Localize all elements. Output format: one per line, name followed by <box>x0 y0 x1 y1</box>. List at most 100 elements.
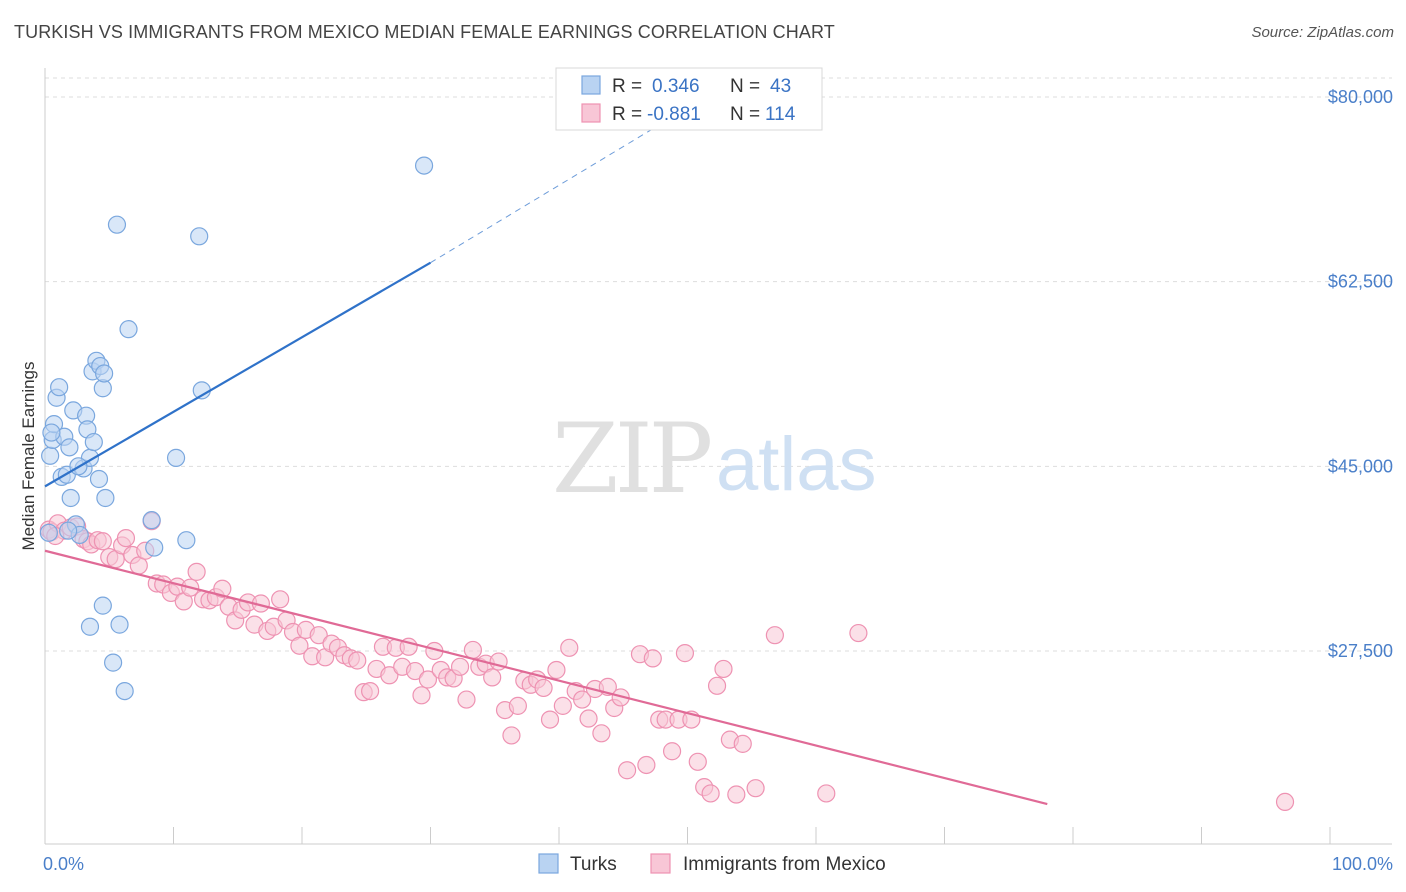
turks-point <box>145 538 164 557</box>
turks-point <box>104 653 123 672</box>
mexico-point <box>508 696 527 715</box>
mexico-point <box>290 636 309 655</box>
mexico-point <box>637 755 656 775</box>
source-credit: Source: ZipAtlas.com <box>1251 24 1394 41</box>
mexico-point <box>733 734 752 753</box>
mexico-point <box>579 709 598 728</box>
mexico-point <box>534 678 553 698</box>
x-axis-ticks <box>173 827 1331 844</box>
legend-n-value-turks: 43 <box>770 76 791 97</box>
mexico-point <box>688 752 707 771</box>
trend-line-mexico <box>44 549 1048 806</box>
turks-point <box>60 438 79 457</box>
y-axis-label: Median Female Earnings <box>19 362 38 551</box>
turks-point <box>93 596 112 615</box>
series-legend-label-mexico: Immigrants from Mexico <box>683 854 886 875</box>
mexico-point <box>618 761 637 780</box>
mexico-point <box>361 681 380 701</box>
legend-n-label-mexico: N = <box>730 104 760 125</box>
mexico-point <box>592 724 611 743</box>
legend-r-value-mexico: -0.881 <box>647 104 701 125</box>
watermark-atlas: atlas <box>716 422 877 507</box>
x-tick-label-min: 0.0% <box>43 854 84 874</box>
turks-point <box>80 617 100 636</box>
x-tick-label-max: 100.0% <box>1332 854 1393 874</box>
turks-point <box>59 521 78 540</box>
legend-r-value-turks: 0.346 <box>652 76 700 97</box>
turks-point <box>142 511 161 530</box>
mexico-point <box>560 638 579 657</box>
mexico-point <box>707 676 727 695</box>
y-tick-label: $27,500 <box>1328 641 1393 661</box>
mexico-point <box>348 651 367 670</box>
mexico-point <box>187 562 206 581</box>
mexico-point <box>727 785 746 804</box>
mexico-point <box>483 668 502 687</box>
mexico-point <box>457 690 476 709</box>
mexico-point <box>271 590 290 609</box>
series-legend: Turks Immigrants from Mexico <box>538 853 886 875</box>
mexico-point <box>380 666 399 685</box>
turks-point <box>50 378 69 397</box>
trend-line-turks-extension <box>430 122 663 264</box>
turks-point <box>166 448 186 467</box>
mexico-point <box>405 661 425 681</box>
turks-point <box>61 488 80 508</box>
series-turks-points <box>39 156 434 701</box>
mexico-point <box>213 579 232 598</box>
watermark-zip: ZIP <box>552 403 711 515</box>
mexico-point <box>309 626 328 645</box>
mexico-point <box>553 696 572 715</box>
legend-swatch-turks <box>581 75 601 95</box>
turks-point <box>177 531 196 550</box>
series-legend-label-turks: Turks <box>570 854 617 875</box>
mexico-point <box>849 623 868 643</box>
turks-point <box>414 156 434 175</box>
legend-swatch-mexico <box>581 103 601 123</box>
y-tick-label: $62,500 <box>1328 272 1393 292</box>
trend-line-turks <box>44 261 432 488</box>
turks-point <box>95 364 114 383</box>
mexico-point <box>418 670 438 689</box>
turks-point <box>190 227 209 246</box>
turks-point <box>89 469 109 489</box>
turks-point <box>84 432 103 452</box>
mexico-point <box>502 726 521 745</box>
mexico-point <box>1275 792 1295 811</box>
legend-n-value-mexico: 114 <box>765 104 796 125</box>
turks-point <box>110 615 129 634</box>
turks-point <box>39 523 58 542</box>
mexico-point <box>701 784 720 803</box>
series-legend-swatch-turks <box>538 853 559 874</box>
mexico-point <box>643 649 662 668</box>
mexico-point <box>662 742 682 761</box>
mexico-point <box>540 710 560 729</box>
mexico-point <box>746 779 765 798</box>
y-tick-label: $45,000 <box>1328 456 1393 476</box>
legend-r-label-turks: R = <box>612 76 642 97</box>
mexico-point <box>765 626 784 645</box>
mexico-point <box>573 690 592 709</box>
y-tick-label: $80,000 <box>1328 87 1393 107</box>
mexico-point <box>714 659 733 679</box>
grid-lines <box>45 77 1392 652</box>
mexico-point <box>93 532 112 551</box>
legend-r-label-mexico: R = <box>612 104 642 125</box>
mexico-point <box>547 660 566 680</box>
mexico-point <box>450 657 470 676</box>
y-axis-tick-labels: $27,500 $45,000 $62,500 $80,000 <box>1328 87 1393 661</box>
chart-title: TURKISH VS IMMIGRANTS FROM MEXICO MEDIAN… <box>14 22 835 42</box>
watermark: ZIP atlas <box>552 403 877 515</box>
stats-legend: R = 0.346 N = 43 R = -0.881 N = 114 <box>555 67 823 131</box>
mexico-point <box>116 528 136 548</box>
mexico-point <box>675 644 695 663</box>
turks-point <box>96 488 115 508</box>
series-legend-swatch-mexico <box>650 853 671 874</box>
turks-point <box>115 681 134 701</box>
legend-n-label-turks: N = <box>730 76 760 97</box>
turks-point <box>42 423 61 442</box>
turks-point <box>107 215 127 234</box>
mexico-point <box>463 640 483 660</box>
turks-point <box>119 320 138 339</box>
